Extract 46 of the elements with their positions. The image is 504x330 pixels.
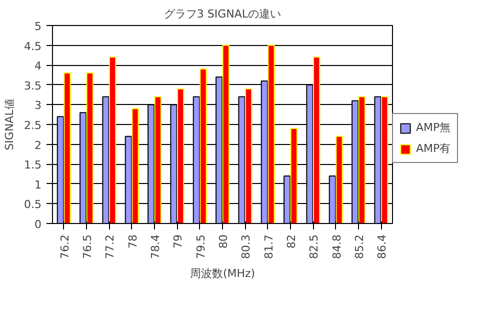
bar bbox=[86, 72, 94, 224]
x-tick-label: 76.5 bbox=[81, 234, 94, 259]
x-tick-label: 77.2 bbox=[104, 234, 117, 259]
y-tick-label: 5 bbox=[34, 20, 42, 33]
bar bbox=[222, 44, 230, 224]
bar bbox=[358, 96, 366, 224]
bar bbox=[245, 88, 252, 224]
bar bbox=[177, 88, 184, 224]
legend-label: AMP有 bbox=[416, 141, 451, 156]
y-tick-label: 4 bbox=[34, 60, 42, 73]
bar bbox=[381, 96, 388, 224]
y-tick-label: 2 bbox=[34, 138, 42, 152]
y-tick-label: 2.5 bbox=[24, 119, 42, 132]
x-tick-label: 82 bbox=[285, 234, 298, 248]
y-tick-label: 3 bbox=[34, 99, 42, 112]
y-tick-label: 0.5 bbox=[24, 198, 42, 212]
y-tick-label: 4.5 bbox=[24, 40, 42, 53]
x-tick-label: 85.2 bbox=[353, 234, 366, 259]
x-tick-label: 79 bbox=[172, 234, 185, 248]
x-tick-label: 78.4 bbox=[149, 234, 162, 259]
x-tick-label: 78 bbox=[126, 234, 140, 248]
bar bbox=[268, 44, 275, 224]
legend-label: AMP無 bbox=[416, 120, 451, 135]
bar bbox=[313, 56, 320, 224]
y-tick-label: 0 bbox=[34, 218, 42, 231]
bar bbox=[154, 96, 162, 224]
x-tick-label: 79.5 bbox=[194, 234, 208, 259]
x-tick-label: 81.7 bbox=[262, 234, 276, 259]
bar bbox=[132, 108, 139, 224]
bar bbox=[200, 68, 207, 224]
y-tick-label: 1 bbox=[34, 178, 42, 192]
x-tick-label: 84.8 bbox=[330, 234, 344, 259]
x-tick-label: 80 bbox=[217, 234, 230, 248]
y-tick-label: 1.5 bbox=[24, 158, 42, 172]
x-tick-label: 86.4 bbox=[376, 234, 389, 259]
bar bbox=[336, 136, 343, 224]
bar bbox=[109, 56, 116, 224]
y-axis-title: SIGNAL値 bbox=[3, 98, 16, 150]
x-tick-label: 76.2 bbox=[58, 234, 72, 259]
bar bbox=[290, 128, 298, 224]
chart-title: グラフ3 SIGNALの違い bbox=[164, 8, 282, 20]
bar bbox=[64, 72, 71, 224]
x-tick-label: 82.5 bbox=[308, 234, 321, 259]
x-axis-title: 周波数(MHz) bbox=[190, 266, 256, 280]
x-tick-label: 80.3 bbox=[240, 234, 253, 259]
y-tick-label: 3.5 bbox=[24, 79, 42, 92]
